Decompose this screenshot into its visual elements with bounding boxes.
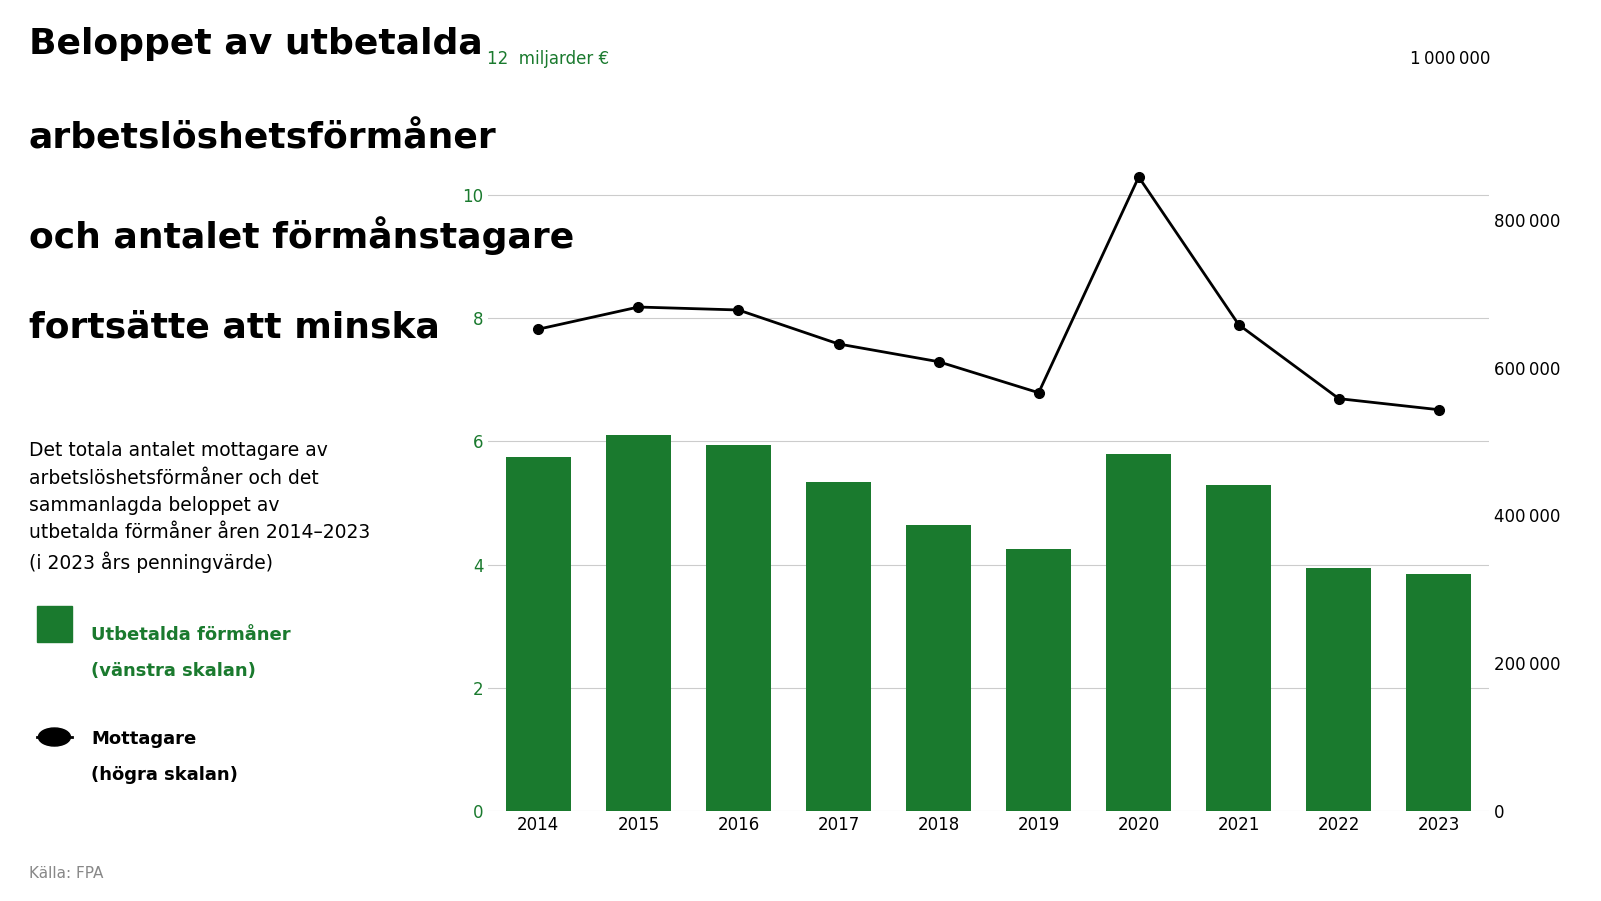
Text: 12  miljarder €: 12 miljarder € xyxy=(487,50,610,68)
Text: 1 000 000: 1 000 000 xyxy=(1409,50,1491,68)
Text: (vänstra skalan): (vänstra skalan) xyxy=(91,662,256,680)
Text: (högra skalan): (högra skalan) xyxy=(91,766,239,784)
Text: arbetslöshetsförmåner: arbetslöshetsförmåner xyxy=(29,122,496,156)
Bar xyxy=(1005,550,1071,811)
Text: fortsätte att minska: fortsätte att minska xyxy=(29,311,440,345)
Bar xyxy=(1106,454,1172,811)
Bar xyxy=(605,435,671,811)
Text: Beloppet av utbetalda: Beloppet av utbetalda xyxy=(29,27,482,61)
Text: Det totala antalet mottagare av
arbetslöshetsförmåner och det
sammanlagda belopp: Det totala antalet mottagare av arbetslö… xyxy=(29,441,370,573)
Bar xyxy=(706,444,772,811)
Bar xyxy=(906,524,972,811)
Text: Mottagare: Mottagare xyxy=(91,730,197,748)
Text: Utbetalda förmåner: Utbetalda förmåner xyxy=(91,626,291,644)
Text: och antalet förmånstagare: och antalet förmånstagare xyxy=(29,216,575,255)
Bar xyxy=(506,457,572,811)
Bar xyxy=(1306,568,1372,811)
Bar xyxy=(1406,574,1471,811)
Text: Källa: FPA: Källa: FPA xyxy=(29,866,102,881)
Bar xyxy=(805,481,871,811)
Bar xyxy=(1206,485,1271,811)
